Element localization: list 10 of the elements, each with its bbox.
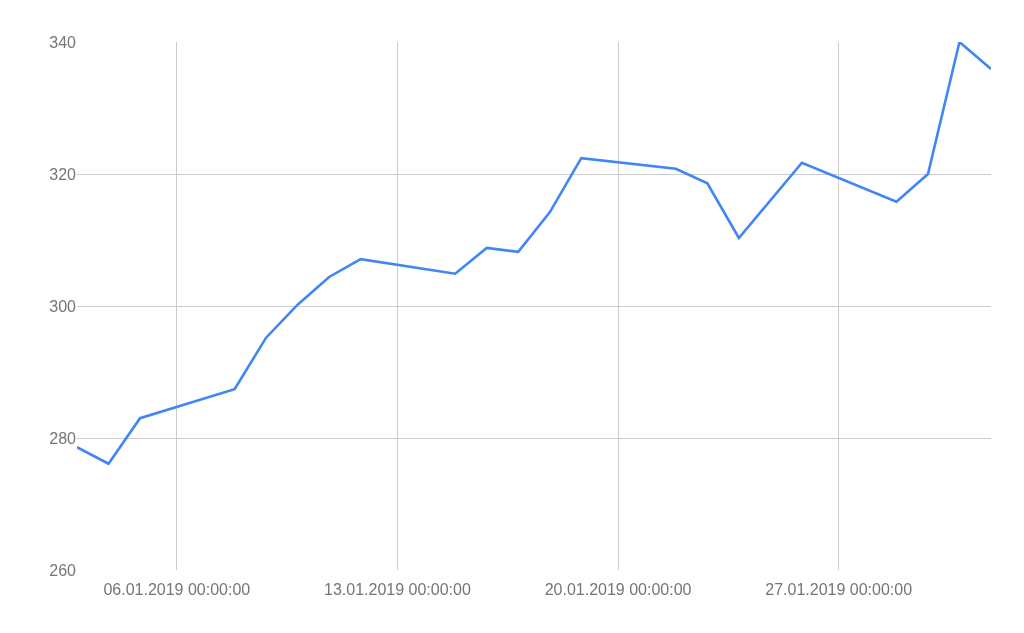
x-tick-label: 06.01.2019 00:00:00 (103, 581, 251, 598)
y-tick-label: 260 (49, 561, 77, 579)
y-tick-label: 340 (49, 33, 77, 51)
x-tick-label: 20.01.2019 00:00:00 (544, 581, 692, 598)
y-tick-label: 280 (49, 429, 77, 447)
x-tick-label: 13.01.2019 00:00:00 (324, 581, 471, 598)
y-tick-label: 320 (49, 165, 77, 183)
line-series (77, 42, 991, 466)
x-tick-label: 27.01.2019 00:00:00 (765, 581, 913, 598)
y-tick-label: 300 (49, 297, 77, 315)
